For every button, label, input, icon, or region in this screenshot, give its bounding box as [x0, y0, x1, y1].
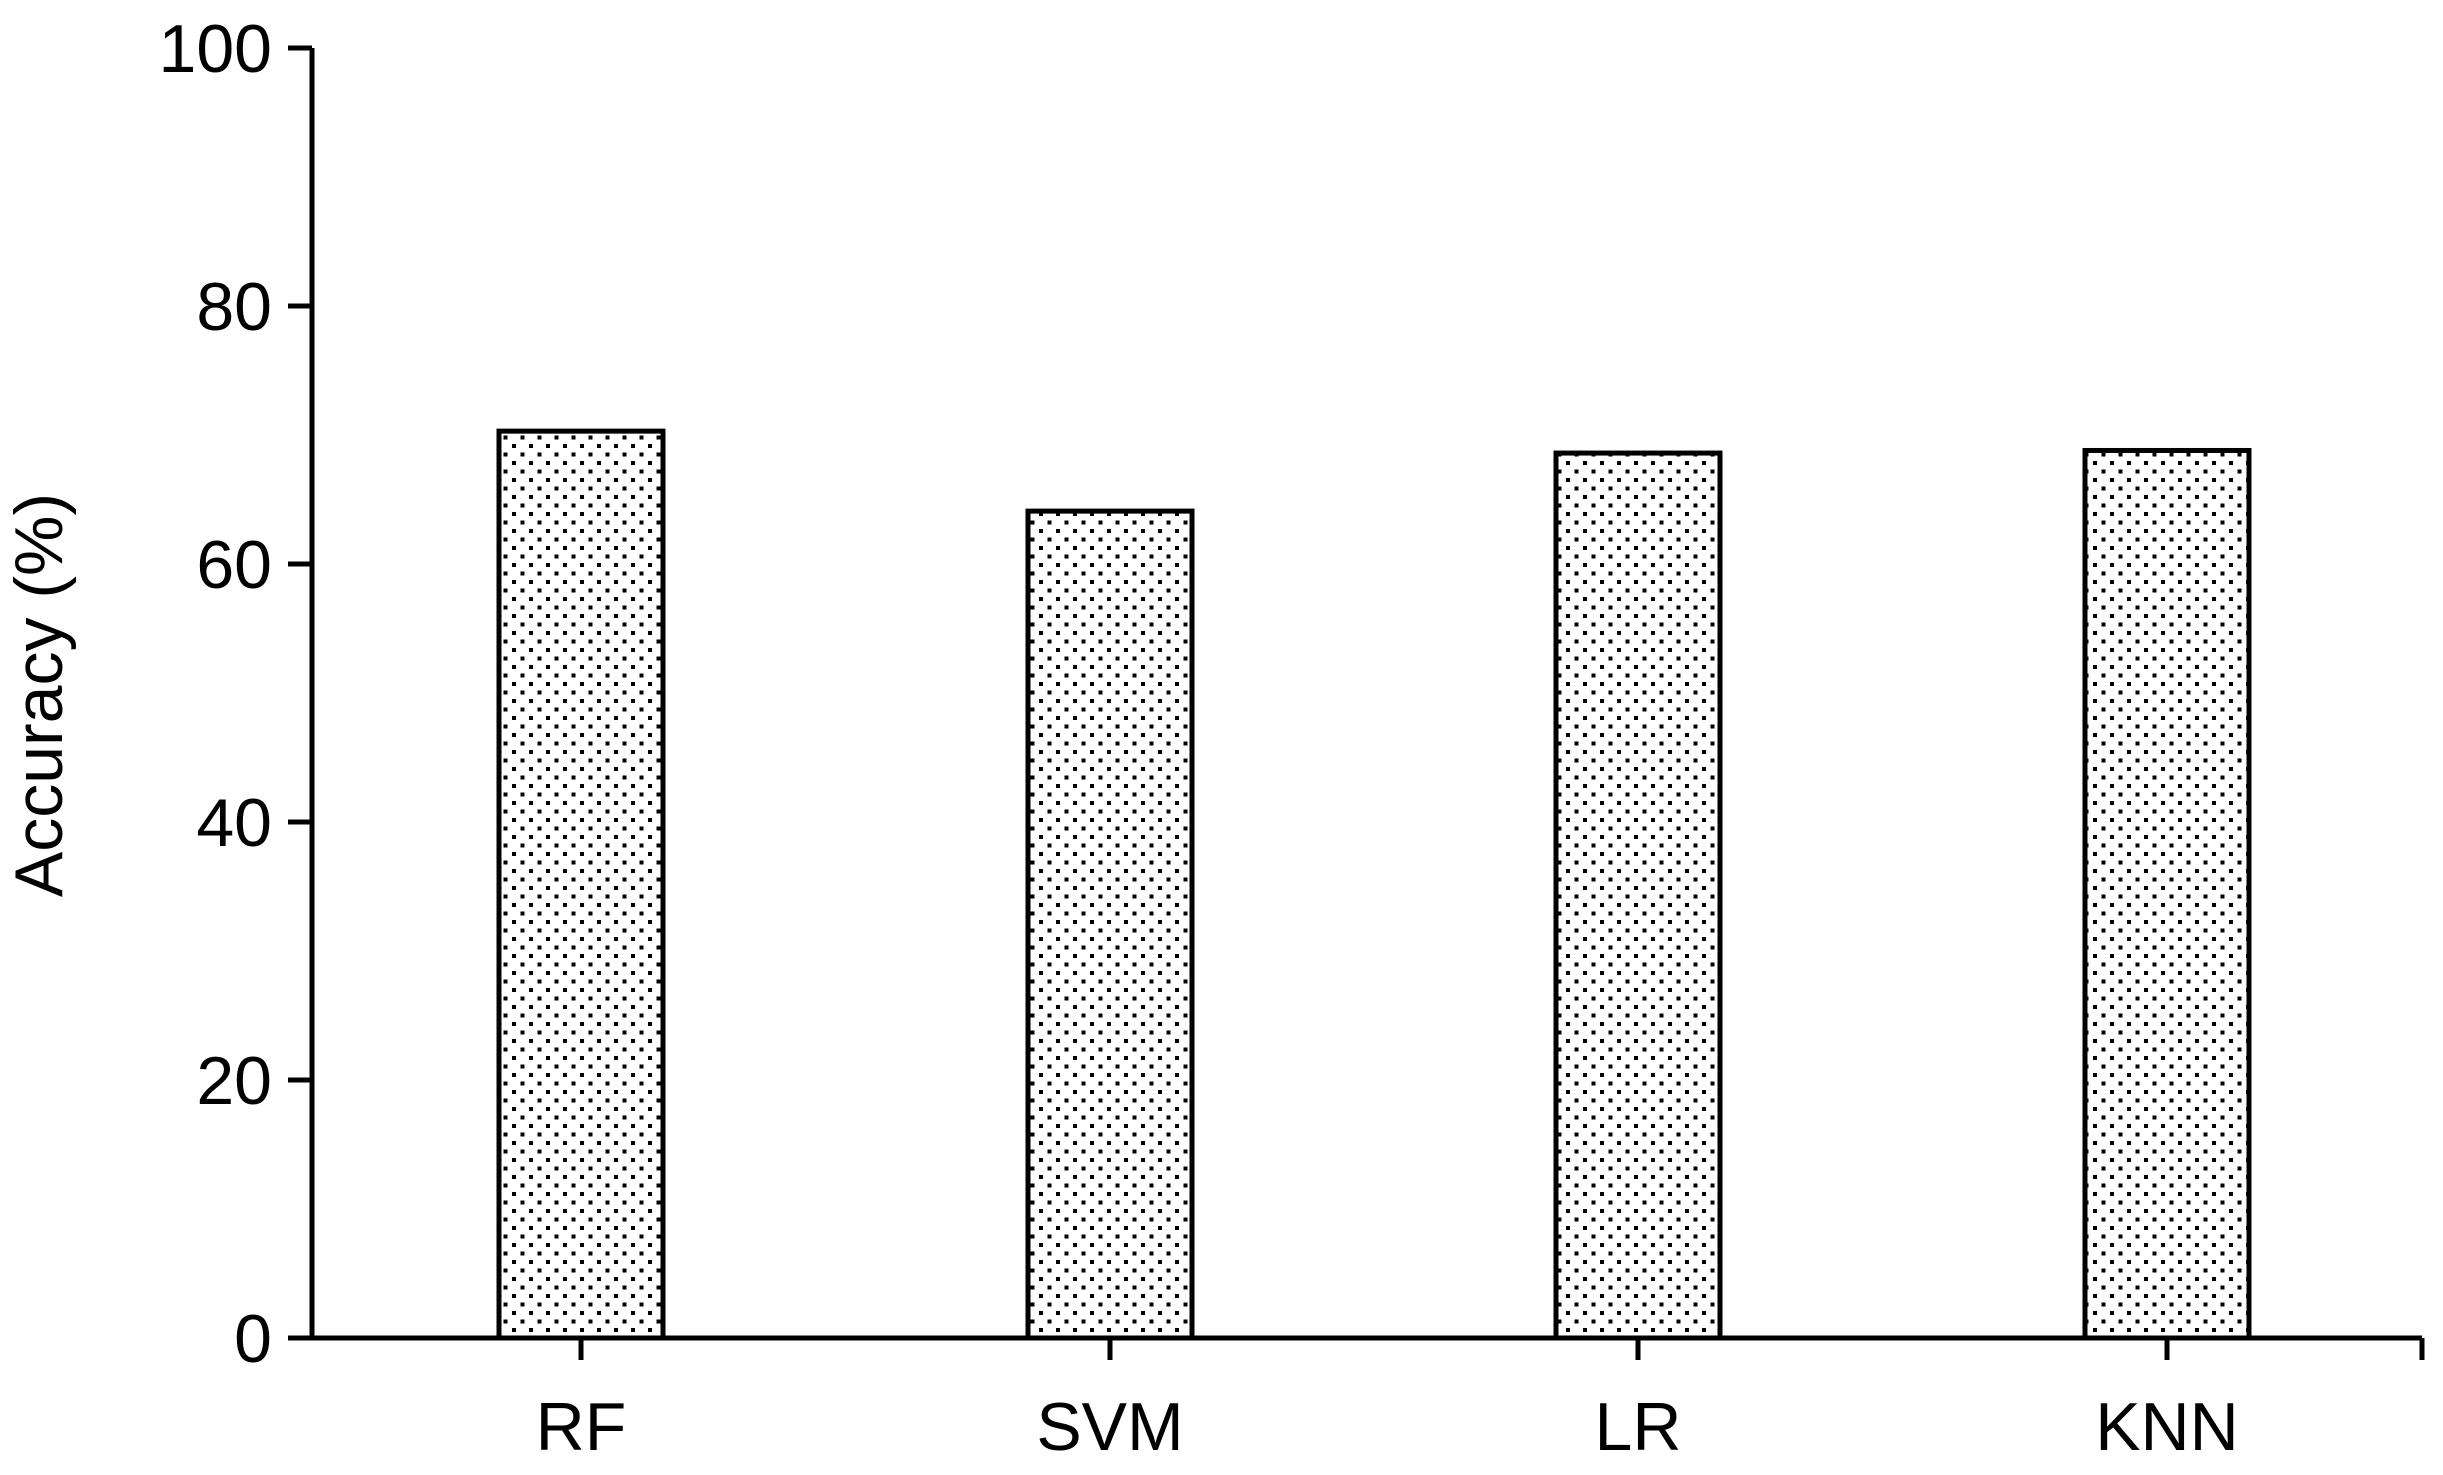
bar-lr [1553, 450, 1723, 1341]
y-tick-label-20: 20 [196, 1043, 272, 1119]
bars [496, 428, 2252, 1341]
x-tick-label-svm: SVM [1036, 1389, 1183, 1465]
y-tick-label-100: 100 [159, 11, 272, 87]
y-tick-label-0: 0 [234, 1301, 272, 1377]
bar-svm [1025, 508, 1195, 1341]
y-tick-label-60: 60 [196, 527, 272, 603]
x-tick-label-lr: LR [1595, 1389, 1682, 1465]
y-axis-title: Accuracy (%) [1, 493, 77, 897]
bar-rf [496, 428, 666, 1341]
y-tick-label-40: 40 [196, 785, 272, 861]
x-tick-label-knn: KNN [2095, 1389, 2239, 1465]
y-tick-label-80: 80 [196, 269, 272, 345]
tick-labels: 0 20 40 60 80 100 RF SVM LR KNN [159, 11, 2239, 1465]
x-tick-label-rf: RF [536, 1389, 627, 1465]
axes [288, 45, 2425, 1360]
bar-knn [2082, 447, 2252, 1341]
